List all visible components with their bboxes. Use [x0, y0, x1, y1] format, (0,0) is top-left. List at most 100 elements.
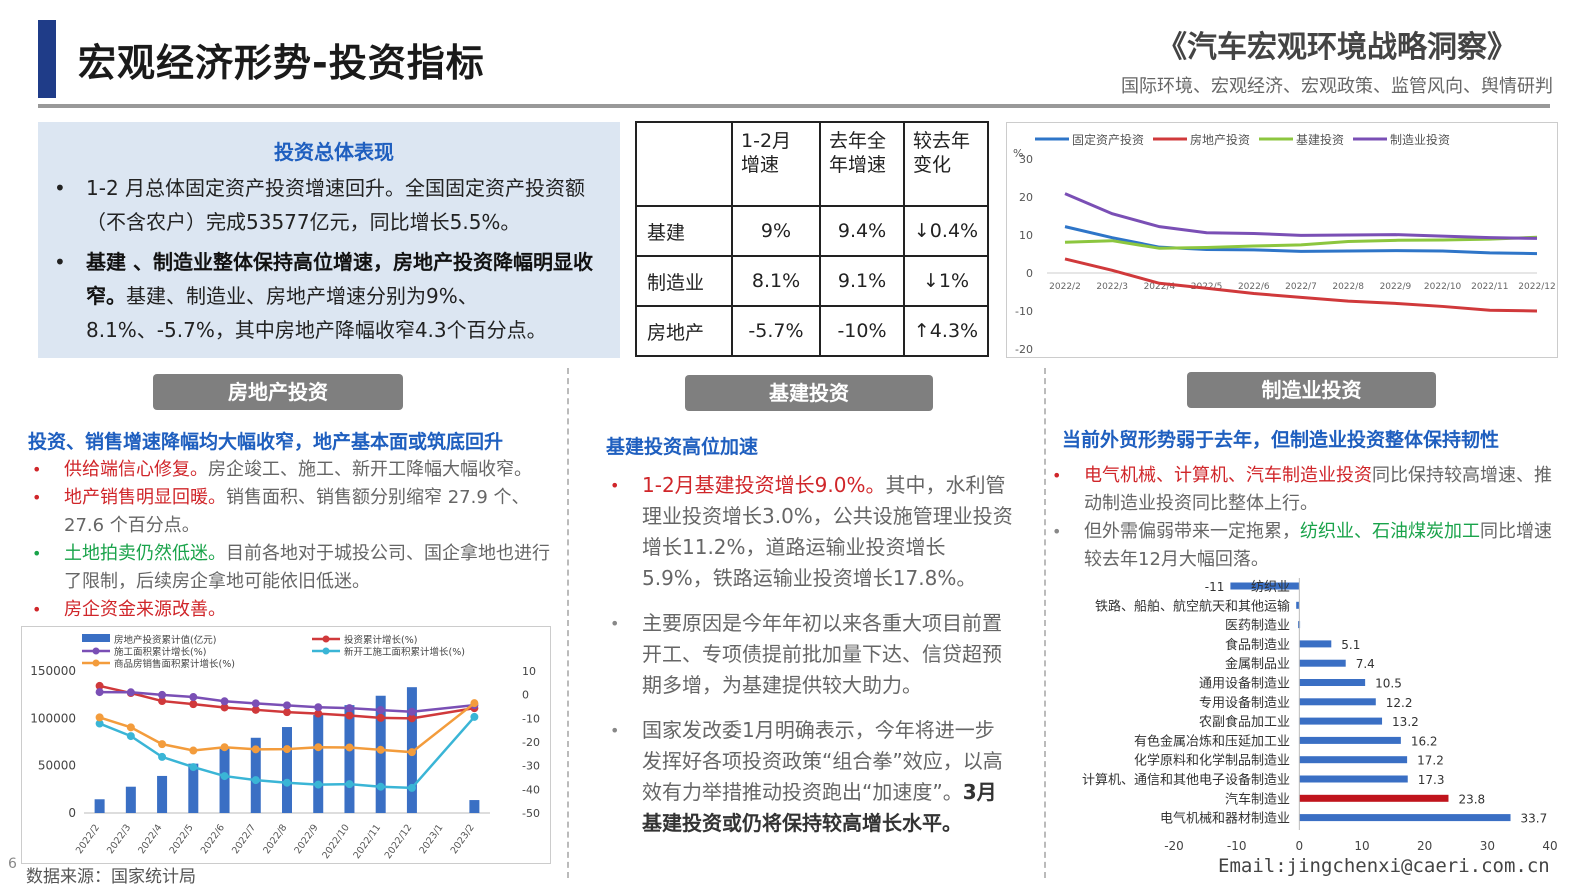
category-label: 金属制品业 — [1225, 656, 1290, 672]
x-tick-label: 2022/6 — [1238, 282, 1270, 292]
series-point — [470, 712, 479, 721]
table-row: 基建 9% 9.4% ↓0.4% — [635, 205, 989, 257]
section-button-infra[interactable]: 基建投资 — [685, 375, 933, 411]
series-point — [376, 782, 385, 791]
category-label: 铁路、船舶、航空航天和其他运输 — [1095, 598, 1290, 614]
series-point — [407, 707, 416, 716]
bar — [1299, 679, 1366, 686]
real-estate-heading: 投资、销售增速降幅均大幅收窄，地产基本面或筑底回升 — [28, 431, 504, 453]
title-accent-bar — [38, 20, 56, 98]
x-tick-label: 20 — [1417, 839, 1432, 853]
series-point — [407, 783, 416, 792]
bar — [188, 763, 199, 813]
series-point — [220, 743, 229, 752]
series-point — [220, 772, 229, 781]
y2-tick-label: -20 — [522, 736, 540, 749]
series-point — [345, 711, 354, 720]
y-tick-label: 50000 — [38, 759, 76, 773]
line-chart-svg: 固定资产投资 房地产投资 基建投资 制造业投资 30 20 10 0 -10 -20% 2022/2… — [1013, 132, 1556, 356]
y-tick-label: -10 — [1015, 305, 1033, 318]
bar — [94, 799, 105, 813]
series-point — [95, 688, 104, 697]
legend-marker — [92, 647, 100, 655]
series-point — [126, 732, 135, 741]
category-label: 纺织业 — [1251, 580, 1290, 595]
series-point — [189, 693, 198, 702]
contact-email: Email:jingchenxi@caeri.com.cn — [1218, 855, 1550, 877]
table-row: 房地产 -5.7% -10% ↑4.3% — [635, 305, 989, 357]
series-point — [95, 719, 104, 728]
table-cell: 9.4% — [819, 205, 905, 257]
legend-label: 新开工施工面积累计增长(%) — [344, 646, 465, 658]
list-item: 供给端信心修复。房企竣工、施工、新开工降幅大幅收窄。 — [26, 456, 566, 484]
x-tick-label: 2022/2 — [1049, 282, 1081, 292]
y2-tick-label: 0 — [522, 689, 529, 702]
list-item: 主要原因是今年年初以来各重大项目前置开工、专项债提前批加量下达、信贷超预期多增，… — [604, 608, 1014, 701]
series-line — [99, 716, 476, 790]
x-tick-label: 2022/3 — [1096, 282, 1128, 292]
x-tick-label: 2022/7 — [230, 822, 258, 856]
manufacturing-bar-chart: 纺织业 -11 铁路、船舶、航空航天和其他运输 医药制造业 食品制造业 5.1 金属制品业 7… — [1056, 574, 1576, 858]
y-tick-label: 0 — [68, 806, 76, 820]
series-point — [314, 780, 323, 789]
series-point — [283, 708, 291, 717]
category-label: 化学原料和化学制品制造业 — [1134, 753, 1290, 769]
x-tick-label: 2023/2 — [449, 822, 477, 856]
x-tick-label: 2022/7 — [1285, 282, 1317, 292]
series-point — [189, 746, 198, 755]
bar — [1299, 640, 1332, 648]
x-tick-label: 40 — [1542, 839, 1557, 853]
table-row-label: 制造业 — [635, 255, 733, 307]
bar — [1230, 582, 1300, 590]
category-label: 食品制造业 — [1225, 637, 1290, 653]
series-point — [251, 776, 260, 785]
x-tick-label: 2022/11 — [352, 822, 384, 861]
bar — [1299, 736, 1401, 744]
x-tick-label: 2022/12 — [1518, 282, 1555, 292]
value-label: 23.8 — [1458, 792, 1485, 806]
x-tick-label: 30 — [1480, 839, 1495, 853]
x-tick-label: 2022/3 — [105, 822, 133, 856]
x-tick-label: 2023/1 — [417, 822, 445, 856]
bar — [469, 800, 480, 813]
series-line — [1064, 235, 1538, 250]
table-header-cell-empty — [635, 121, 733, 207]
series-point — [283, 701, 291, 710]
legend-swatch — [82, 634, 110, 642]
header-divider — [38, 104, 1550, 108]
bar — [157, 775, 168, 813]
category-label: 计算机、通信和其他电子设备制造业 — [1082, 772, 1290, 788]
series-point — [158, 690, 167, 699]
report-subtitle: 国际环境、宏观经济、宏观政策、监管风向、舆情研判 — [1121, 76, 1553, 97]
list-item: 国家发改委1月明确表示，今年将进一步发挥好各项投资政策“组合拳”效应，以高效有力… — [604, 715, 1014, 839]
legend-label: 商品房销售面积累计增长(%) — [114, 658, 235, 670]
table-header-cell: 较去年变化 — [903, 121, 989, 207]
series-line — [1064, 192, 1538, 240]
y2-tick-label: 10 — [522, 665, 536, 678]
overview-bullet-2-bold: 基建 、制造业整体保持高位增速，房地产投资降幅明显收窄。 — [86, 250, 593, 308]
series-point — [283, 745, 291, 754]
y2-tick-label: -10 — [522, 712, 540, 725]
y-tick-label: 150000 — [30, 664, 76, 678]
section-button-manufacturing[interactable]: 制造业投资 — [1187, 372, 1436, 408]
section-button-real-estate[interactable]: 房地产投资 — [153, 374, 403, 410]
value-label: 17.3 — [1418, 773, 1445, 787]
real-estate-combo-chart: 房地产投资累计值(亿元) 投资累计增长(%) 施工面积累计增长(%) 新开工施工面积累… — [21, 626, 551, 864]
overview-bullet-2: 基建 、制造业整体保持高位增速，房地产投资降幅明显收窄。基建、制造业、房地产增速… — [54, 245, 600, 347]
value-label: 10.5 — [1375, 677, 1402, 691]
real-estate-list: 供给端信心修复。房企竣工、施工、新开工降幅大幅收窄。 地产销售明显回暖。销售面积… — [26, 456, 566, 624]
x-tick-label: 2022/9 — [1380, 282, 1412, 292]
x-tick-label: 0 — [1296, 839, 1304, 853]
x-tick-label: 2022/6 — [199, 822, 227, 856]
series-point — [407, 714, 416, 723]
x-tick-label: 2022/5 — [168, 822, 196, 856]
category-label: 汽车制造业 — [1225, 791, 1290, 807]
series-point — [95, 681, 104, 690]
overview-list: 1-2 月总体固定资产投资增速回升。全国固定资产投资额（不含农户）完成53577… — [54, 171, 600, 347]
category-label: 专用设备制造业 — [1199, 695, 1290, 711]
column-divider — [1044, 368, 1046, 878]
series-point — [126, 723, 135, 732]
y-tick-label: 30 — [1019, 153, 1033, 166]
series-line — [99, 684, 475, 720]
